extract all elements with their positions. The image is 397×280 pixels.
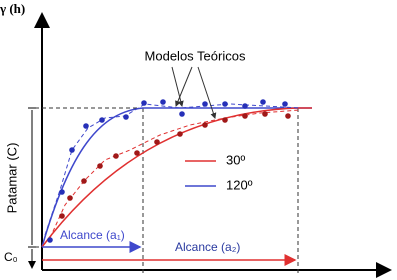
points-30 (59, 111, 291, 219)
experimental-120 (44, 103, 301, 236)
legend-label: 120º (226, 177, 253, 192)
experimental-30 (49, 109, 301, 239)
range-label: Alcance (a₁) (60, 228, 125, 242)
annotation: Modelos Teóricos (145, 48, 246, 63)
points-120 (47, 99, 288, 243)
nugget-label: C₀ (4, 250, 18, 264)
annotation-arrow (197, 66, 217, 119)
guides (28, 107, 312, 275)
sill-label: Patamar (C) (4, 143, 19, 214)
y-axis-label: γ (h) (0, 1, 25, 16)
annotation-arrow (171, 66, 184, 107)
legend-label: 30º (226, 152, 245, 167)
range-label: Alcance (a₂) (175, 240, 240, 254)
annotation-arrow (175, 66, 193, 107)
model-30 (41, 107, 312, 248)
